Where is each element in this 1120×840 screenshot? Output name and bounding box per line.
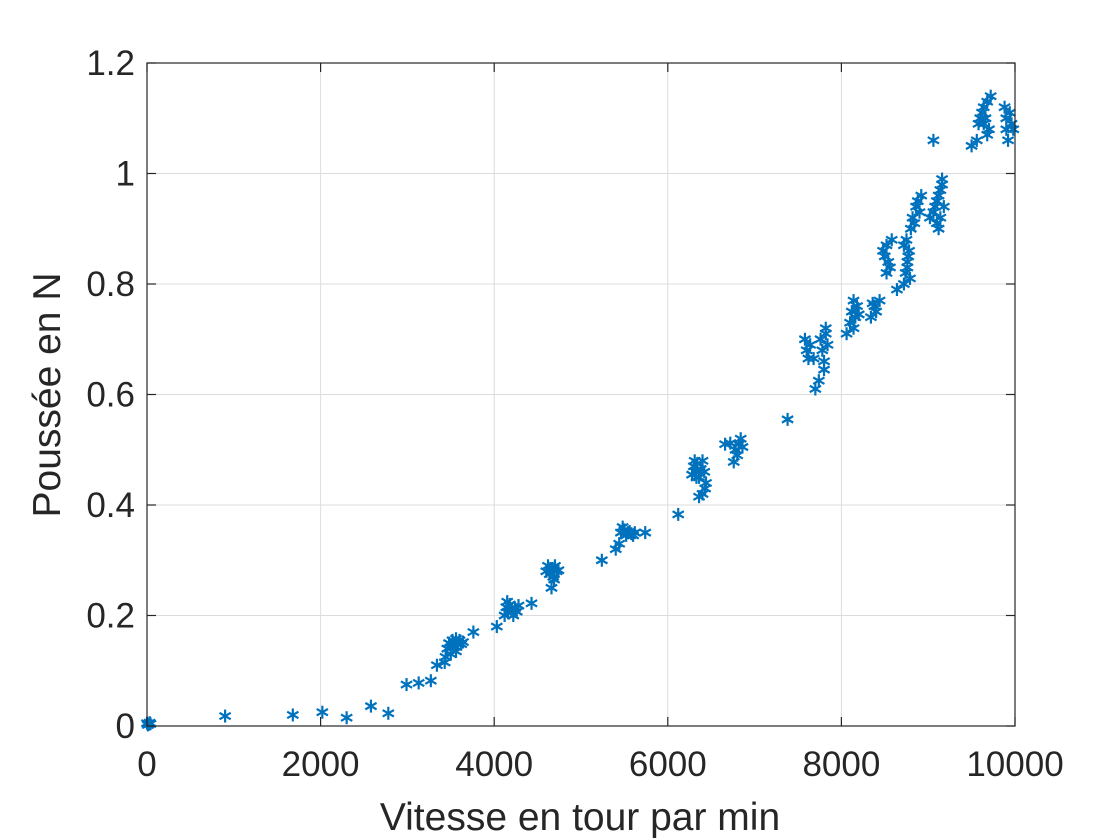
data-point — [897, 277, 911, 291]
data-point — [807, 352, 820, 366]
data-point — [340, 711, 353, 725]
data-point — [998, 100, 1011, 114]
data-point — [412, 676, 425, 690]
data-point — [1000, 111, 1013, 125]
data-point — [734, 432, 747, 446]
y-axis-label: Poussée en N — [26, 273, 69, 518]
y-tick-label: 0.8 — [86, 265, 135, 304]
data-point — [908, 216, 921, 230]
data-point — [286, 708, 300, 722]
data-point — [467, 625, 480, 639]
data-point — [698, 481, 712, 495]
data-point — [814, 332, 827, 346]
data-point — [802, 352, 815, 366]
tick-labels: 0 2000 4000 6000 8000 10000 0 0.2 0.4 0.6 0.8 1 1.2 — [86, 44, 1063, 784]
data-point — [816, 343, 829, 357]
x-tick-label: 0 — [137, 745, 156, 784]
data-point — [934, 211, 947, 225]
data-point — [400, 678, 413, 692]
data-point — [613, 537, 626, 551]
x-tick-label: 8000 — [802, 745, 880, 784]
data-point — [869, 305, 883, 319]
y-tick-label: 0.6 — [86, 376, 135, 415]
data-point — [977, 117, 990, 131]
data-point — [690, 470, 703, 484]
data-point — [729, 443, 742, 457]
data-point — [798, 332, 812, 346]
data-point — [364, 699, 378, 713]
data-point — [639, 526, 652, 540]
data-point — [449, 632, 463, 646]
data-point — [490, 620, 503, 634]
grid — [147, 63, 1015, 726]
data-point — [970, 133, 983, 147]
data-point — [444, 641, 457, 655]
data-point — [923, 211, 937, 225]
data-point — [932, 222, 945, 236]
data-point — [984, 89, 997, 103]
data-point — [864, 310, 878, 324]
data-point — [903, 271, 917, 285]
data-point — [885, 233, 898, 247]
data-point — [595, 553, 609, 567]
data-point — [900, 233, 913, 247]
data-point — [316, 705, 329, 719]
data-point — [927, 133, 940, 147]
data-point — [382, 706, 395, 720]
data-point — [880, 266, 893, 280]
y-tick-label: 0.4 — [86, 486, 135, 525]
data-point — [840, 327, 853, 341]
data-point — [1007, 122, 1020, 136]
y-tick-label: 0 — [116, 707, 135, 746]
y-tick-label: 0.2 — [86, 597, 135, 636]
data-point — [902, 249, 915, 263]
data-point — [880, 238, 893, 252]
data-point — [803, 338, 817, 352]
data-point — [552, 563, 565, 577]
x-tick-label: 4000 — [455, 745, 533, 784]
data-point — [890, 283, 904, 297]
data-point — [781, 412, 794, 426]
data-point — [981, 128, 994, 142]
data-point — [965, 139, 978, 153]
data-point — [935, 172, 949, 186]
data-point — [873, 294, 886, 308]
plot-area — [140, 89, 1020, 732]
data-point — [913, 205, 926, 219]
data-point — [817, 363, 831, 377]
data-point — [424, 674, 438, 688]
data-point — [218, 709, 232, 723]
data-point — [850, 299, 864, 313]
x-tick-label: 2000 — [282, 745, 360, 784]
data-point — [692, 470, 706, 484]
data-point — [937, 200, 951, 214]
axis-ticks — [146, 62, 1016, 727]
data-point — [821, 338, 834, 352]
data-point — [547, 573, 561, 587]
data-point — [852, 307, 865, 321]
data-point — [1001, 133, 1015, 147]
x-axis-label: Vitesse en tour par min — [380, 796, 780, 839]
data-point — [915, 189, 928, 203]
data-point — [688, 454, 701, 468]
data-point — [672, 507, 685, 521]
data-point — [430, 658, 444, 672]
y-tick-label: 1 — [116, 155, 135, 194]
data-point — [847, 321, 860, 335]
x-tick-label: 6000 — [629, 745, 707, 784]
y-tick-label: 1.2 — [86, 44, 135, 83]
data-point — [501, 595, 514, 609]
data-point — [545, 581, 558, 595]
data-point — [901, 260, 914, 274]
x-tick-label: 10000 — [966, 745, 1063, 784]
data-point — [812, 374, 826, 388]
data-point — [819, 321, 832, 335]
data-point — [512, 599, 525, 613]
data-point — [525, 596, 538, 610]
data-point — [628, 526, 641, 540]
